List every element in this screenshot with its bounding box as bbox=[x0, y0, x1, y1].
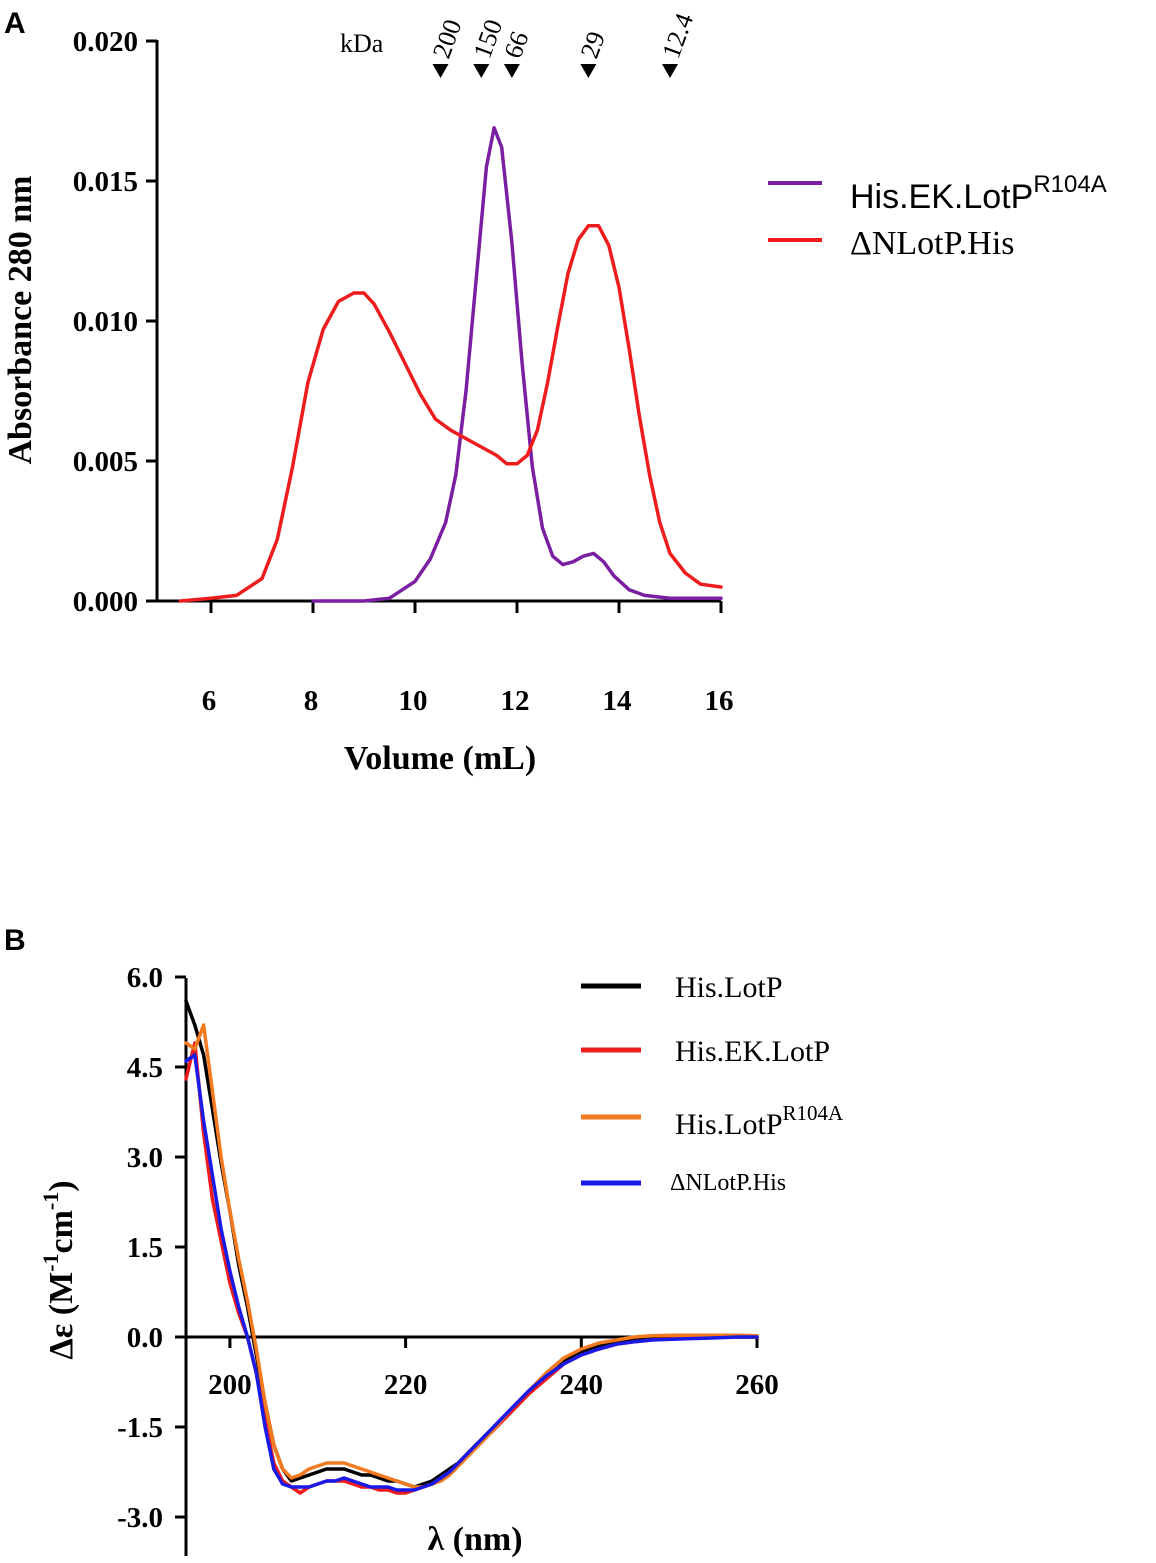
b-series-line-1 bbox=[184, 1041, 759, 1495]
panel-a-x-axis-title: Volume (mL) bbox=[344, 740, 536, 777]
panel-b-y-axis-title: Δε (M-1cm-1) bbox=[38, 1180, 80, 1359]
panel-a-chart: 0.000 0.005 0.010 0.015 0.020 6 8 10 12 14 16 kDa… bbox=[2, 9, 1107, 777]
a-xtick-label: 10 bbox=[399, 685, 428, 717]
a-series-line-1 bbox=[178, 224, 723, 603]
a-ytick-label: 0.000 bbox=[73, 586, 138, 618]
legend-label-his-ek-lotp-r104a: His.EK.LotPR104A bbox=[850, 171, 1107, 216]
a-xtick-label: 6 bbox=[202, 685, 217, 717]
panel-a-series bbox=[178, 126, 723, 603]
mw-marker-triangle bbox=[473, 64, 490, 78]
panel-a-y-ticks: 0.000 0.005 0.010 0.015 0.020 bbox=[73, 26, 157, 618]
b-series-line-0 bbox=[184, 999, 759, 1489]
a-xtick-label: 8 bbox=[304, 685, 319, 717]
mw-marker-label: 12.4 bbox=[656, 9, 699, 62]
panel-b-series bbox=[184, 999, 759, 1495]
panel-a-y-axis-title: Absorbance 280 nm bbox=[2, 175, 39, 464]
b-ytick-label: 0.0 bbox=[127, 1322, 163, 1354]
a-xtick-label: 14 bbox=[603, 685, 632, 717]
b-xtick-label: 260 bbox=[735, 1369, 779, 1401]
b-ytick-label: 3.0 bbox=[127, 1142, 163, 1174]
panel-b-legend: His.LotP His.EK.LotP His.LotPR104A ΔNLot… bbox=[581, 971, 844, 1196]
panel-a-legend: His.EK.LotPR104A ΔNLotP.His bbox=[768, 171, 1107, 262]
b-xtick-label: 220 bbox=[384, 1369, 428, 1401]
a-ytick-label: 0.015 bbox=[73, 166, 138, 198]
legend-label-his-lotp-r104a: His.LotPR104A bbox=[675, 1101, 844, 1141]
panel-b-x-ticks: 200 220 240 260 bbox=[208, 1337, 779, 1401]
panel-a-letter: A bbox=[4, 7, 26, 40]
b-series-line-3 bbox=[184, 1053, 759, 1492]
mw-marker-triangle bbox=[662, 64, 678, 78]
legend-label-b-dnlotp-his: ΔNLotP.His bbox=[670, 1170, 786, 1196]
mw-marker-triangle bbox=[503, 64, 520, 78]
a-ytick-label: 0.010 bbox=[73, 306, 138, 338]
mw-marker-triangle bbox=[432, 64, 449, 78]
a-series-line-0 bbox=[311, 126, 723, 603]
mw-marker-label: 200 bbox=[427, 15, 468, 62]
a-xtick-label: 16 bbox=[705, 685, 734, 717]
b-ytick-label: -3.0 bbox=[117, 1502, 163, 1534]
mw-marker-triangle bbox=[580, 64, 597, 78]
panel-b-letter: B bbox=[4, 924, 26, 957]
b-ytick-label: 4.5 bbox=[127, 1052, 163, 1084]
legend-label-his-lotp: His.LotP bbox=[675, 971, 783, 1004]
panel-b-x-axis-title: λ (nm) bbox=[427, 1521, 522, 1558]
a-ytick-label: 0.020 bbox=[73, 26, 138, 58]
b-series-line-2 bbox=[184, 1023, 759, 1489]
b-ytick-label: -1.5 bbox=[117, 1412, 163, 1444]
b-ytick-label: 1.5 bbox=[127, 1232, 163, 1264]
a-ytick-label: 0.005 bbox=[73, 446, 138, 478]
legend-label-dnlotp-his: ΔNLotP.His bbox=[850, 225, 1015, 262]
kda-label: kDa bbox=[340, 29, 384, 58]
b-xtick-label: 240 bbox=[560, 1369, 604, 1401]
mw-marker-label: 29 bbox=[575, 28, 611, 62]
b-xtick-label: 200 bbox=[208, 1369, 252, 1401]
panel-a-x-ticks: 6 8 10 12 14 16 bbox=[202, 601, 734, 717]
panel-b-y-ticks: 6.0 4.5 3.0 1.5 0.0 -1.5 -3.0 bbox=[117, 962, 186, 1534]
a-xtick-label: 12 bbox=[501, 685, 530, 717]
legend-label-his-ek-lotp: His.EK.LotP bbox=[675, 1035, 830, 1068]
b-ytick-label: 6.0 bbox=[127, 962, 163, 994]
panel-b-chart: 6.0 4.5 3.0 1.5 0.0 -1.5 -3.0 200 220 240 260 λ (… bbox=[38, 962, 844, 1558]
